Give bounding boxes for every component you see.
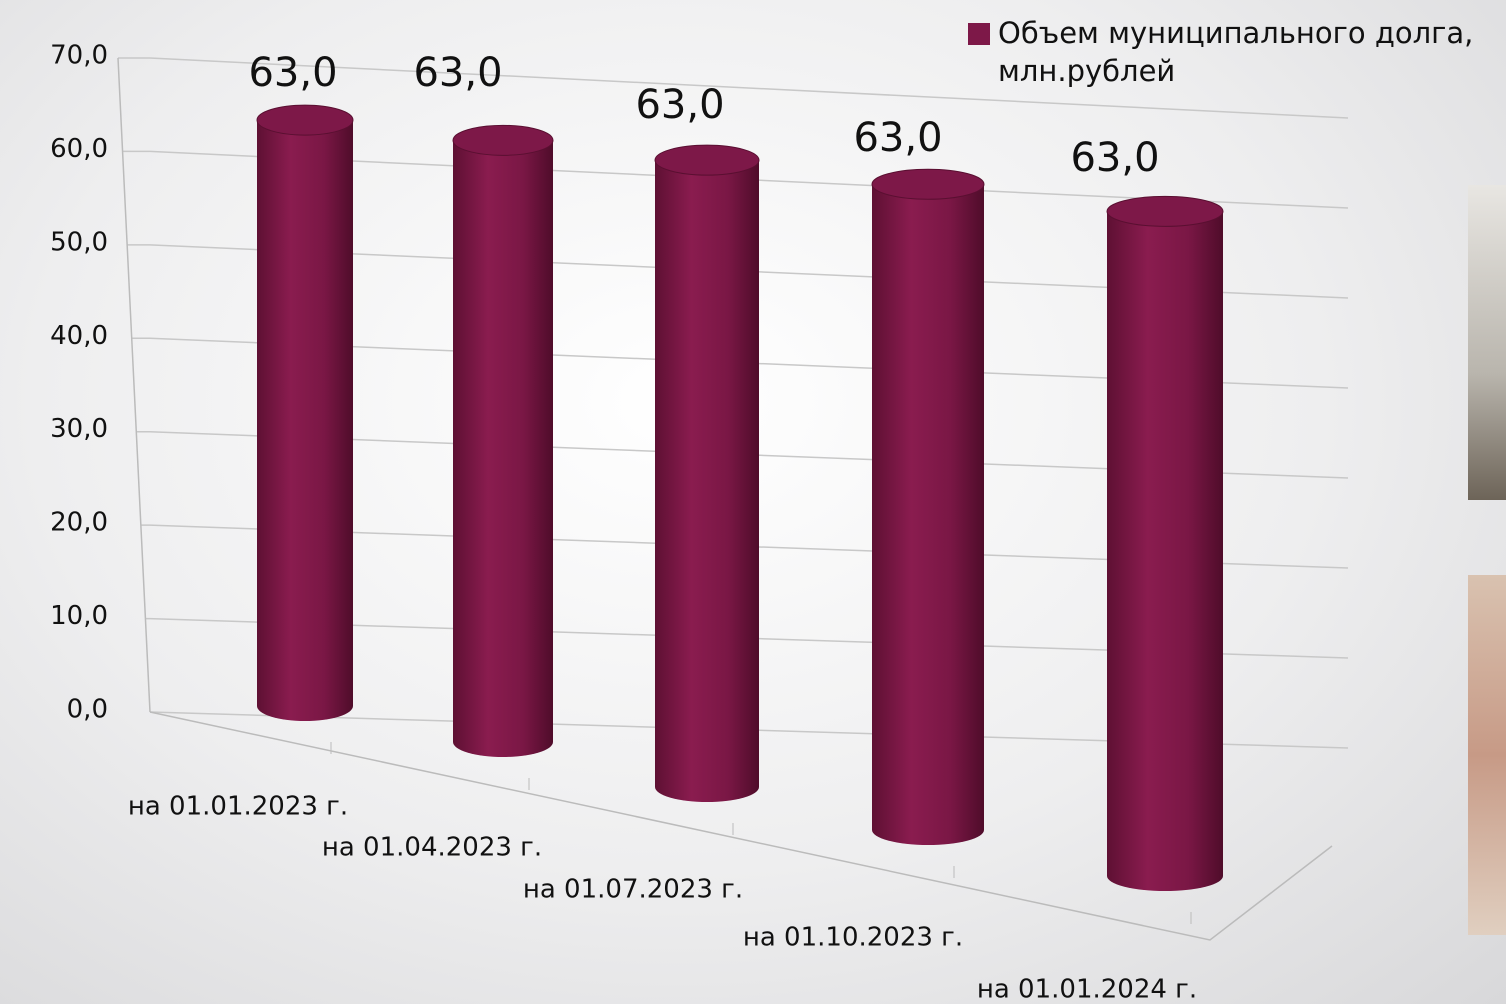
x-tick-label: на 01.01.2024 г.	[977, 975, 1197, 1004]
y-tick-label: 50,0	[50, 227, 108, 257]
bar	[1107, 211, 1223, 892]
value-label: 63,0	[853, 115, 942, 161]
bar	[872, 184, 984, 845]
bar	[257, 120, 353, 722]
bar-top	[871, 168, 985, 200]
x-tick-label: на 01.10.2023 г.	[743, 923, 963, 953]
y-tick-label: 0,0	[67, 695, 108, 725]
legend: Объем муниципального долга, млн.рублей	[968, 14, 1498, 90]
photo	[1468, 185, 1506, 500]
y-tick-label: 60,0	[50, 134, 108, 164]
bar-top	[1106, 195, 1224, 227]
x-tick-label: на 01.07.2023 г.	[523, 875, 743, 905]
value-label: 63,0	[1070, 135, 1159, 181]
y-tick-label: 70,0	[50, 41, 108, 71]
bar	[453, 140, 553, 758]
value-label: 63,0	[248, 50, 337, 96]
bar-top	[452, 124, 554, 156]
legend-label: Объем муниципального долга, млн.рублей	[998, 16, 1474, 88]
floor-edge	[149, 711, 1333, 941]
value-label: 63,0	[413, 50, 502, 96]
y-tick-label: 10,0	[50, 601, 108, 631]
y-axis	[117, 57, 151, 713]
y-tick-label: 30,0	[50, 414, 108, 444]
y-tick-label: 40,0	[50, 321, 108, 351]
bar	[655, 160, 759, 802]
bar-top	[654, 144, 760, 176]
legend-swatch	[968, 23, 990, 45]
x-tick-label: на 01.01.2023 г.	[128, 792, 348, 822]
grid-line	[118, 57, 1349, 119]
bar-top	[256, 104, 354, 136]
value-label: 63,0	[635, 82, 724, 128]
photo	[1468, 575, 1506, 935]
x-tick-label: на 01.04.2023 г.	[322, 833, 542, 863]
y-tick-label: 20,0	[50, 508, 108, 538]
